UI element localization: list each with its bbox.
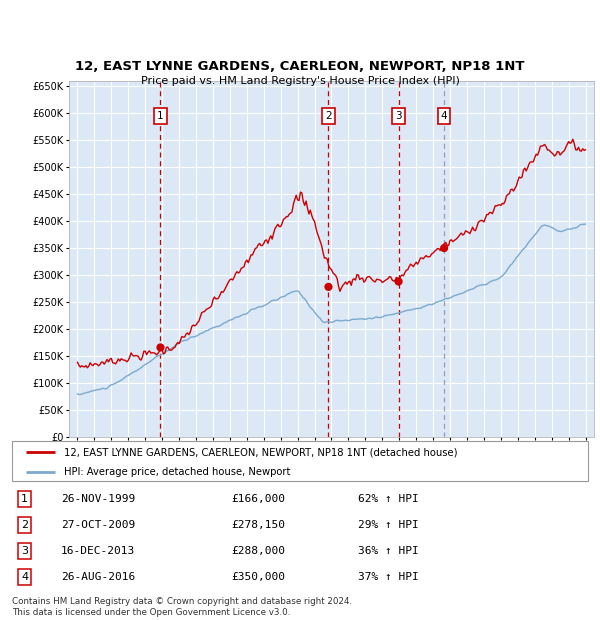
Text: 36% ↑ HPI: 36% ↑ HPI <box>358 546 418 556</box>
Text: 1: 1 <box>21 494 28 504</box>
Text: 3: 3 <box>21 546 28 556</box>
Point <box>394 277 403 286</box>
Text: 37% ↑ HPI: 37% ↑ HPI <box>358 572 418 582</box>
Text: 3: 3 <box>395 111 402 121</box>
Text: 26-NOV-1999: 26-NOV-1999 <box>61 494 135 504</box>
Text: £288,000: £288,000 <box>231 546 285 556</box>
Text: 29% ↑ HPI: 29% ↑ HPI <box>358 520 418 530</box>
Text: 4: 4 <box>21 572 28 582</box>
Text: 26-AUG-2016: 26-AUG-2016 <box>61 572 135 582</box>
Text: 1: 1 <box>157 111 164 121</box>
Text: 12, EAST LYNNE GARDENS, CAERLEON, NEWPORT, NP18 1NT: 12, EAST LYNNE GARDENS, CAERLEON, NEWPOR… <box>75 60 525 73</box>
Text: Contains HM Land Registry data © Crown copyright and database right 2024.
This d: Contains HM Land Registry data © Crown c… <box>12 598 352 617</box>
Text: 4: 4 <box>441 111 448 121</box>
Point <box>155 342 165 352</box>
Text: 62% ↑ HPI: 62% ↑ HPI <box>358 494 418 504</box>
Text: HPI: Average price, detached house, Newport: HPI: Average price, detached house, Newp… <box>64 467 290 477</box>
Text: Price paid vs. HM Land Registry's House Price Index (HPI): Price paid vs. HM Land Registry's House … <box>140 76 460 86</box>
Text: £350,000: £350,000 <box>231 572 285 582</box>
FancyBboxPatch shape <box>12 441 588 481</box>
Text: 2: 2 <box>325 111 332 121</box>
Text: 16-DEC-2013: 16-DEC-2013 <box>61 546 135 556</box>
Text: £278,150: £278,150 <box>231 520 285 530</box>
Point <box>439 243 449 253</box>
Text: 2: 2 <box>21 520 28 530</box>
Text: £166,000: £166,000 <box>231 494 285 504</box>
Point <box>323 282 333 292</box>
Text: 27-OCT-2009: 27-OCT-2009 <box>61 520 135 530</box>
Text: 12, EAST LYNNE GARDENS, CAERLEON, NEWPORT, NP18 1NT (detached house): 12, EAST LYNNE GARDENS, CAERLEON, NEWPOR… <box>64 448 457 458</box>
